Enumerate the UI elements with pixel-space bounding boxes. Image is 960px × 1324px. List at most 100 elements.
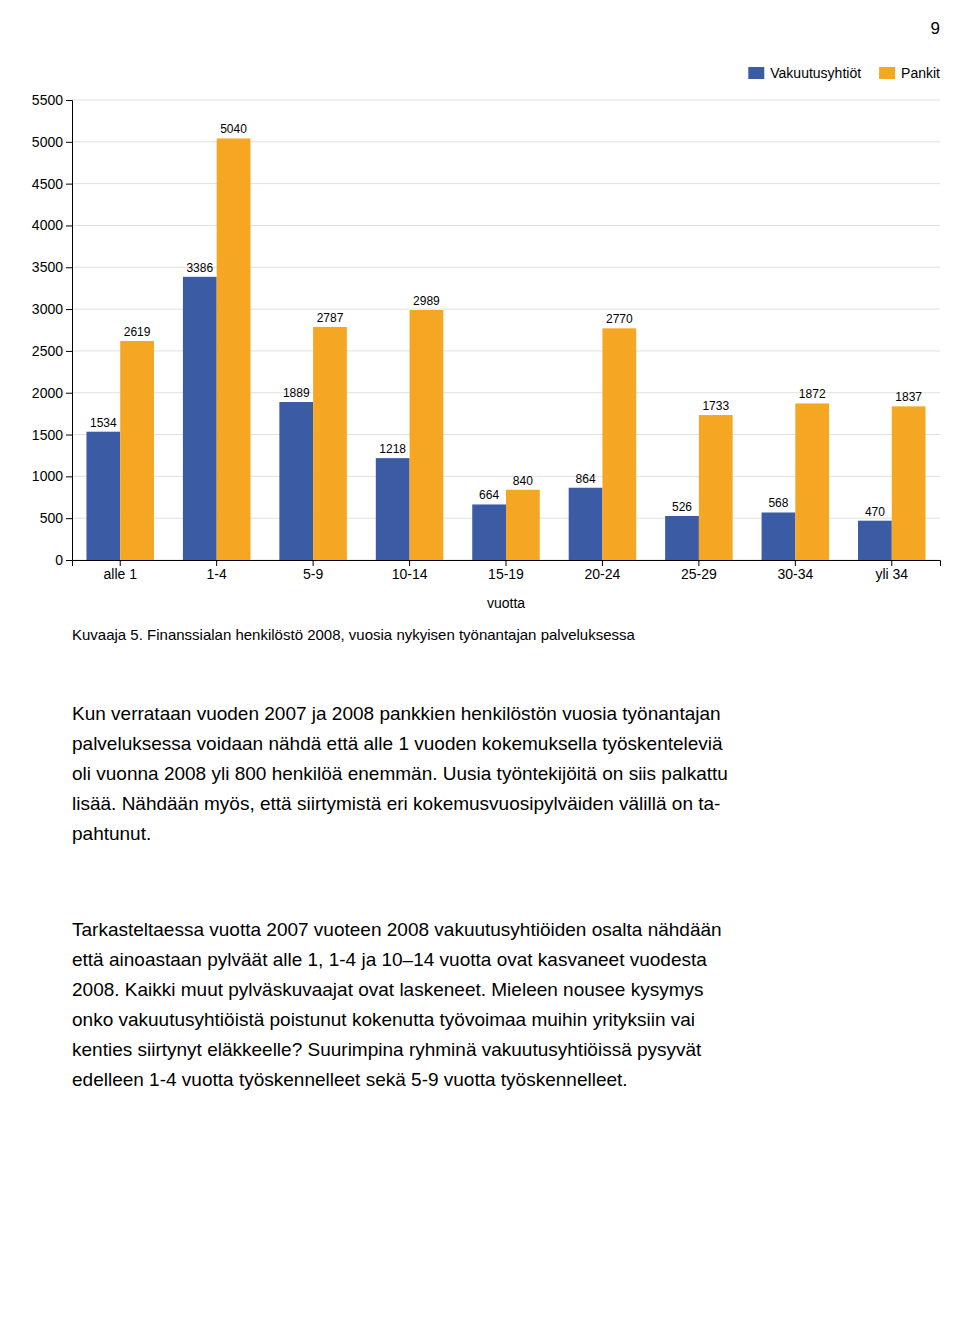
data-label: 1534 <box>90 416 117 430</box>
tick-mark <box>66 267 72 268</box>
body-line: lisää. Nähdään myös, että siirtymistä er… <box>72 793 720 814</box>
tick-label: 1-4 <box>207 566 227 582</box>
tick-mark <box>66 393 72 394</box>
grid-line <box>72 225 940 226</box>
data-label: 664 <box>479 488 499 502</box>
bar <box>795 403 829 560</box>
tick-mark <box>66 560 72 561</box>
data-label: 568 <box>768 496 788 510</box>
tick-label: 0 <box>55 552 63 568</box>
y-axis: 0 500 1000 1500 2000 2500 3000 3500 4000 4500 5000… <box>32 92 73 568</box>
y-tick: 0 <box>55 552 72 568</box>
bar <box>410 310 444 560</box>
tick-label: 2000 <box>32 385 63 401</box>
data-label: 1889 <box>283 386 310 400</box>
data-label: 5040 <box>220 122 247 136</box>
bars <box>86 138 925 560</box>
data-label: 864 <box>576 472 596 486</box>
data-label: 1733 <box>702 399 729 413</box>
bar <box>665 516 699 560</box>
page-number: 9 <box>931 19 940 38</box>
chart: 0 500 1000 1500 2000 2500 3000 3500 4000 4500 5000… <box>32 65 941 611</box>
tick-mark <box>66 309 72 310</box>
x-tick: 1-4 <box>207 560 227 582</box>
tick-label: 3500 <box>32 259 63 275</box>
bar <box>279 402 313 560</box>
body-line: että ainoastaan pylväät alle 1, 1-4 ja 1… <box>72 949 707 970</box>
tick-mark <box>66 100 72 101</box>
x-tick: 20-24 <box>585 560 621 582</box>
y-tick: 1000 <box>32 468 72 484</box>
tick-label: yli 34 <box>875 566 908 582</box>
tick-mark <box>66 476 72 477</box>
body-line: edelleen 1-4 vuotta työskennelleet sekä … <box>72 1069 628 1090</box>
legend: VakuutusyhtiötPankit <box>748 65 940 81</box>
tick-label: 25-29 <box>681 566 717 582</box>
body-text: Kun verrataan vuoden 2007 ja 2008 pankki… <box>72 703 728 1090</box>
bar <box>762 512 796 560</box>
legend-item: Vakuutusyhtiöt <box>748 65 861 81</box>
tick-label: 5000 <box>32 134 63 150</box>
tick-label: 1000 <box>32 468 63 484</box>
bar <box>569 488 603 560</box>
y-tick: 5500 <box>32 92 72 108</box>
legend-label: Vakuutusyhtiöt <box>770 65 861 81</box>
tick-mark <box>66 351 72 352</box>
tick-label: 4500 <box>32 176 63 192</box>
data-label: 1218 <box>379 442 406 456</box>
data-label: 840 <box>513 474 533 488</box>
body-line: 2008. Kaikki muut pylväskuvaajat ovat la… <box>72 979 704 1000</box>
tick-label: 2500 <box>32 343 63 359</box>
y-tick: 2500 <box>32 343 72 359</box>
data-label: 2787 <box>317 311 344 325</box>
tick-label: 30-34 <box>777 566 813 582</box>
page: 9 0 500 1000 1500 2000 2500 3000 3500 4000 4500 500… <box>0 0 960 1324</box>
x-tick: 10-14 <box>392 560 428 582</box>
tick-label: 15-19 <box>488 566 524 582</box>
bar <box>858 521 892 560</box>
x-axis: alle 1 1-4 5-9 10-14 15-19 20-24 25-29 30-34 yli… <box>73 560 941 582</box>
tick-label: 3000 <box>32 301 63 317</box>
body-line: onko vakuutusyhtiöistä poistunut kokenut… <box>72 1009 695 1030</box>
tick-mark <box>66 184 72 185</box>
bar <box>183 277 217 560</box>
bar <box>892 406 926 560</box>
tick-mark <box>66 518 72 519</box>
tick-mark <box>66 142 72 143</box>
y-tick: 1500 <box>32 427 72 443</box>
x-tick: 30-34 <box>777 560 813 582</box>
x-axis-title: vuotta <box>487 595 525 611</box>
series <box>120 138 925 560</box>
x-tick: 25-29 <box>681 560 717 582</box>
tick-label: alle 1 <box>103 566 137 582</box>
grid <box>72 100 940 560</box>
tick-label: 1500 <box>32 427 63 443</box>
tick-label: 10-14 <box>392 566 428 582</box>
bar <box>506 490 540 560</box>
bar <box>699 415 733 560</box>
x-tick: yli 34 <box>875 560 908 582</box>
tick-label: 5-9 <box>303 566 323 582</box>
axis-line <box>66 101 73 561</box>
y-tick: 3000 <box>32 301 72 317</box>
tick-mark <box>66 225 72 226</box>
data-label: 2989 <box>413 294 440 308</box>
data-label: 1872 <box>799 387 826 401</box>
body-line: oli vuonna 2008 yli 800 henkilöä enemmän… <box>72 763 728 784</box>
caption: Kuvaaja 5. Finanssialan henkilöstö 2008,… <box>72 626 636 643</box>
bar <box>313 327 347 560</box>
data-label: 470 <box>865 505 885 519</box>
data-label: 1837 <box>895 390 922 404</box>
body-line: Kun verrataan vuoden 2007 ja 2008 pankki… <box>72 703 721 724</box>
legend-swatch <box>879 67 895 79</box>
data-labels: 1534338618891218664864526568470261950402… <box>90 122 922 518</box>
y-tick: 500 <box>40 510 72 526</box>
y-tick: 4000 <box>32 217 72 233</box>
body-line: pahtunut. <box>72 823 151 844</box>
x-tick: alle 1 <box>103 560 137 582</box>
bar <box>602 328 636 560</box>
tick-label: 4000 <box>32 217 63 233</box>
series <box>86 277 891 560</box>
y-tick: 3500 <box>32 259 72 275</box>
body-line: Tarkasteltaessa vuotta 2007 vuoteen 2008… <box>72 919 722 940</box>
